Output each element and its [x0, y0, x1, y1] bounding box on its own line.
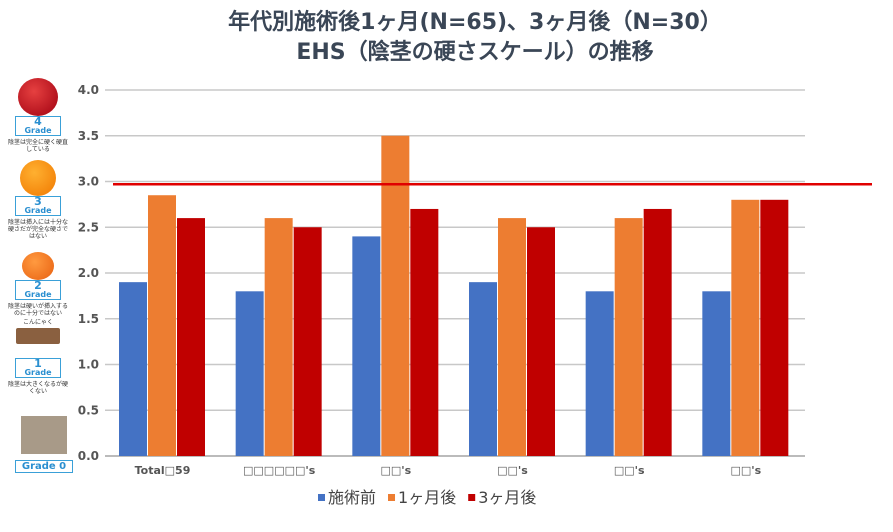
bar-1-1 [264, 218, 293, 456]
y-tick-label: 2.5 [78, 220, 99, 234]
konjac-icon [16, 328, 60, 344]
y-tick-label: 0.0 [78, 449, 99, 463]
x-tick-label: □□'s [380, 464, 411, 477]
legend-swatch [318, 494, 325, 501]
bar-2-4 [643, 208, 672, 456]
x-tick-label: □□'s [497, 464, 528, 477]
bar-0-1 [235, 291, 264, 456]
legend-label: 1ヶ月後 [398, 488, 456, 507]
grade-3: 3 Grade 陰茎は挿入には十分な硬さだが完全な硬さではない [8, 160, 68, 240]
grade0-image [21, 416, 67, 454]
grade-4: 4 Grade 陰茎は完全に硬く硬直している [8, 78, 68, 153]
bar-1-2 [381, 135, 410, 456]
y-tick-label: 2.0 [78, 266, 99, 280]
legend-label: 3ヶ月後 [478, 488, 536, 507]
bar-2-1 [293, 227, 322, 456]
x-tick-label: □□'s [614, 464, 645, 477]
bar-2-2 [410, 208, 439, 456]
apple-icon [18, 78, 58, 116]
bar-1-4 [614, 218, 643, 456]
bar-0-4 [585, 291, 614, 456]
bar-1-3 [498, 218, 526, 456]
y-tick-label: 4.0 [78, 83, 99, 97]
bar-2-3 [527, 227, 555, 456]
orange-icon [20, 160, 56, 196]
legend-swatch [388, 494, 396, 501]
legend-swatch [468, 494, 476, 501]
y-tick-label: 1.5 [78, 312, 99, 326]
x-tick-label: Total□59 [135, 464, 191, 477]
y-tick-label: 3.0 [78, 175, 99, 189]
grade-1: 1 Grade 陰茎は大きくなるが硬くない [8, 357, 69, 395]
x-tick-label: □□'s [730, 464, 761, 477]
legend-label: 施術前 [328, 488, 376, 507]
bar-2-0 [177, 218, 205, 456]
y-tick-label: 1.0 [78, 358, 99, 372]
bar-2-5 [760, 199, 789, 457]
bar-1-0 [148, 195, 176, 456]
bar-0-3 [469, 282, 497, 456]
grade-2: 2 Grade 陰茎は硬いが挿入するのに十分ではない こんにゃく [8, 252, 68, 344]
bar-0-0 [119, 282, 147, 456]
y-tick-label: 0.5 [78, 403, 99, 417]
x-tick-label: □□□□□□'s [243, 464, 316, 477]
bar-0-2 [352, 236, 381, 456]
grade-0: Grade 0 [14, 416, 74, 473]
y-tick-label: 3.5 [78, 129, 99, 143]
bar-0-5 [702, 291, 731, 456]
bar-1-5 [731, 199, 760, 457]
chart-title: 年代別施術後1ヶ月(N=65)、3ヶ月後（N=30） EHS（陰茎の硬さスケール… [228, 10, 722, 65]
mandarin-icon [22, 252, 54, 280]
